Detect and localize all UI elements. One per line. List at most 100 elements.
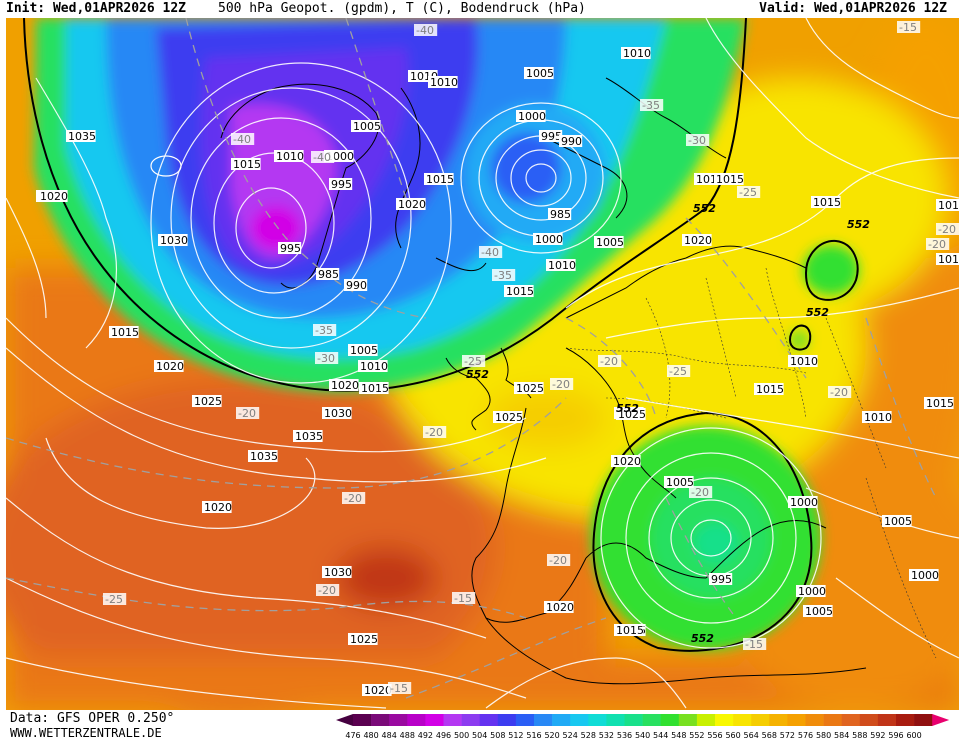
colorbar-cell bbox=[353, 714, 372, 726]
pressure-label-text: 990 bbox=[561, 135, 582, 148]
pressure-label-text: 1015 bbox=[233, 158, 261, 171]
pressure-label-bg bbox=[348, 633, 378, 645]
temperature-label-bg bbox=[667, 365, 691, 377]
pressure-label: 1020 bbox=[202, 501, 232, 514]
pressure-label-bg bbox=[231, 158, 261, 170]
pressure-label-text: 1005 bbox=[353, 120, 381, 133]
pressure-label-bg bbox=[611, 455, 641, 467]
colorbar-cell bbox=[425, 714, 444, 726]
pressure-label: 1015 bbox=[109, 326, 139, 339]
pressure-label-text: 1020 bbox=[613, 455, 641, 468]
colorbar-tick-label: 512 bbox=[508, 731, 523, 740]
colorbar-tick-label: 528 bbox=[581, 731, 596, 740]
pressure-label-bg bbox=[621, 47, 651, 59]
pressure-label: 1010 bbox=[621, 47, 651, 60]
pressure-label-bg bbox=[924, 397, 954, 409]
colorbar-cell bbox=[733, 714, 752, 726]
colorbar-ticks: 476 480 484 488 492 496 500 504 508 512 516 520 524 5… bbox=[345, 731, 921, 740]
colorbar-arrow-left bbox=[336, 714, 353, 726]
pressure-label-bg bbox=[539, 130, 563, 142]
pressure-label-bg bbox=[714, 173, 744, 185]
pressure-label-bg bbox=[524, 67, 554, 79]
pressure-label-bg bbox=[754, 383, 784, 395]
temperature-label-bg bbox=[547, 554, 571, 566]
pressure-label: 1025 bbox=[514, 382, 544, 395]
temperature-label: -35 bbox=[313, 324, 337, 337]
temperature-label-bg bbox=[452, 592, 476, 604]
temperature-label-bg bbox=[936, 223, 959, 235]
weather-map: 1035 1015 1010 1000 1010 1005 1010 1010 1005 1000… bbox=[6, 18, 959, 710]
temperature-label: -40 bbox=[231, 133, 255, 146]
temperature-label-bg bbox=[236, 407, 260, 419]
pressure-label: 990 bbox=[559, 135, 583, 148]
pressure-label-bg bbox=[274, 150, 304, 162]
colorbar-tick-label: 492 bbox=[418, 731, 433, 740]
colorbar-tick-label: 540 bbox=[635, 731, 650, 740]
pressure-label-bg bbox=[358, 360, 388, 372]
pressure-label: 1015 bbox=[359, 382, 389, 395]
pressure-label-bg bbox=[788, 355, 818, 367]
pressure-label: 995 bbox=[539, 130, 563, 143]
pressure-label-bg bbox=[428, 76, 458, 88]
pressure-label: 1015 bbox=[811, 196, 841, 209]
colorbar-cells bbox=[336, 714, 950, 726]
pressure-label: 1010 bbox=[862, 411, 892, 424]
colorbar-cell bbox=[914, 714, 933, 726]
pressure-label-bg bbox=[424, 173, 454, 185]
pressure-label-text: 1020 bbox=[364, 684, 392, 697]
pressure-label: 1025 bbox=[348, 633, 378, 646]
temperature-label-text: -15 bbox=[899, 21, 917, 34]
temperature-label-text: -35 bbox=[642, 99, 660, 112]
pressure-label: 1015 bbox=[614, 624, 644, 637]
pressure-label-text: 1010 bbox=[276, 150, 304, 163]
colorbar-tick-label: 556 bbox=[707, 731, 722, 740]
pressure-label: 1010 bbox=[546, 259, 576, 272]
height-labels: 552 552 552 552 552 552 bbox=[466, 202, 870, 645]
temperature-label-bg bbox=[231, 133, 255, 145]
temperature-label-bg bbox=[462, 355, 486, 367]
pressure-label-text: 995 bbox=[280, 242, 301, 255]
pressure-label-bg bbox=[278, 242, 302, 254]
pressure-label: 1005 bbox=[348, 344, 378, 357]
pressure-label: 1020 bbox=[38, 190, 68, 203]
pressure-label-bg bbox=[882, 515, 912, 527]
pressure-label-text: 1000 bbox=[911, 569, 939, 582]
temperature-label-text: -25 bbox=[669, 365, 687, 378]
pressure-label-text: 1005 bbox=[350, 344, 378, 357]
temperature-label-bg bbox=[316, 584, 340, 596]
pressure-label-bg bbox=[329, 178, 353, 190]
pressure-label-text: 1015 bbox=[813, 196, 841, 209]
colorbar-tick-label: 484 bbox=[382, 731, 397, 740]
data-source: Data: GFS OPER 0.250° bbox=[10, 711, 175, 726]
pressure-label-text: 1005 bbox=[884, 515, 912, 528]
pressure-label-text: 1020 bbox=[40, 190, 68, 203]
pressure-label-text: 985 bbox=[550, 208, 571, 221]
temperature-label-text: -25 bbox=[739, 186, 757, 199]
pressure-label: 1005 bbox=[882, 515, 912, 528]
temperature-label-bg bbox=[897, 21, 921, 33]
pressure-label-text: 995 bbox=[711, 573, 732, 586]
pressure-label-bg bbox=[192, 395, 222, 407]
colorbar-tick-label: 536 bbox=[617, 731, 632, 740]
pressure-label-bg bbox=[109, 326, 139, 338]
temperature-label-bg bbox=[479, 246, 503, 258]
colorbar-cell bbox=[787, 714, 806, 726]
colorbar-cell bbox=[570, 714, 589, 726]
map-header: Init: Wed,01APR2026 12Z 500 hPa Geopot. … bbox=[0, 0, 959, 18]
colorbar: 476 480 484 488 492 496 500 504 508 512 516 520 524 5… bbox=[336, 714, 950, 740]
pressure-label: 1000 bbox=[788, 496, 818, 509]
pressure-label: 1030 bbox=[322, 566, 352, 579]
pressure-label: 1005 bbox=[594, 236, 624, 249]
pressure-label-text: 1035 bbox=[68, 130, 96, 143]
temperature-label-text: -35 bbox=[494, 269, 512, 282]
pressure-label: 1030 bbox=[322, 407, 352, 420]
pressure-label-bg bbox=[594, 236, 624, 248]
temperature-label-text: -30 bbox=[317, 352, 335, 365]
pressure-label: 1025 bbox=[616, 408, 646, 421]
pressure-label-bg bbox=[359, 382, 389, 394]
temperature-label: -20 bbox=[926, 238, 950, 251]
pressure-label-bg bbox=[796, 585, 826, 597]
temperature-label-bg bbox=[743, 638, 767, 650]
temperature-label: -15 bbox=[388, 682, 412, 695]
colorbar-cell bbox=[606, 714, 625, 726]
